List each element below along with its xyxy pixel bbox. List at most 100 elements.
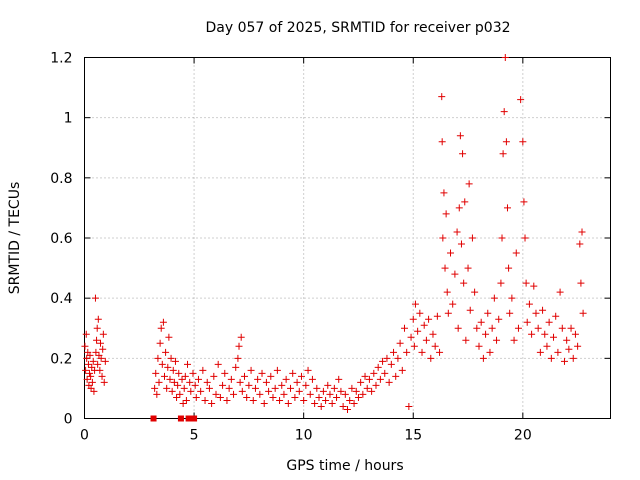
data-point — [370, 369, 378, 377]
data-point — [168, 387, 176, 395]
data-point — [497, 279, 505, 287]
data-point — [256, 390, 264, 398]
data-point — [330, 384, 338, 392]
data-point — [438, 93, 446, 101]
data-point — [280, 390, 288, 398]
data-point — [456, 132, 464, 140]
data-point — [152, 369, 160, 377]
data-point — [302, 381, 310, 389]
data-point — [525, 300, 533, 308]
data-point — [151, 384, 159, 392]
data-point — [191, 415, 198, 422]
data-point — [493, 336, 501, 344]
data-point — [453, 228, 461, 236]
data-point — [157, 324, 165, 332]
data-point — [339, 402, 347, 410]
data-point — [269, 393, 277, 401]
data-point — [182, 396, 190, 404]
y-axis-label: SRMTID / TECUs — [7, 182, 23, 295]
data-point — [528, 330, 536, 338]
data-point — [449, 300, 457, 308]
data-point — [436, 348, 444, 356]
data-point — [361, 372, 369, 380]
data-point — [506, 309, 514, 317]
data-point — [348, 384, 356, 392]
data-point — [313, 384, 321, 392]
data-point — [81, 342, 89, 350]
data-point — [471, 288, 479, 296]
data-point — [390, 348, 398, 356]
data-point — [265, 387, 273, 395]
data-point — [333, 393, 341, 401]
data-point — [185, 415, 192, 422]
data-point — [173, 393, 181, 401]
data-point — [425, 315, 433, 323]
data-point — [186, 378, 194, 386]
y-tick-label: 1.2 — [50, 51, 72, 67]
data-point — [101, 357, 109, 365]
data-point — [414, 327, 422, 335]
data-point — [394, 354, 402, 362]
data-point — [569, 354, 577, 362]
data-point — [162, 348, 170, 356]
data-point — [249, 396, 257, 404]
data-point — [90, 387, 98, 395]
data-point — [282, 375, 290, 383]
y-tick-label: 0.6 — [50, 231, 72, 247]
data-point — [177, 415, 184, 422]
data-point — [550, 333, 558, 341]
y-tick-label: 1 — [64, 111, 73, 127]
data-point — [505, 264, 513, 272]
data-point — [381, 369, 389, 377]
data-point — [287, 384, 295, 392]
data-point — [416, 309, 424, 317]
data-point — [405, 402, 413, 410]
data-point — [227, 375, 235, 383]
data-point — [454, 324, 462, 332]
data-point — [466, 306, 474, 314]
data-point — [225, 384, 233, 392]
data-point — [91, 294, 99, 302]
data-point — [178, 375, 186, 383]
data-point — [475, 342, 483, 350]
data-point — [158, 360, 166, 368]
x-tick-label: 10 — [295, 428, 313, 444]
data-point — [576, 240, 584, 248]
data-point — [441, 264, 449, 272]
data-point — [346, 396, 354, 404]
data-point — [212, 390, 220, 398]
data-point — [221, 369, 229, 377]
data-point — [427, 354, 435, 362]
data-point — [547, 354, 555, 362]
data-point — [501, 54, 509, 61]
data-point — [433, 312, 441, 320]
data-point — [418, 348, 426, 356]
data-point — [216, 393, 224, 401]
data-point — [411, 300, 419, 308]
x-axis-label: GPS time / hours — [286, 458, 403, 474]
data-point — [440, 189, 448, 197]
data-point — [96, 339, 104, 347]
data-point — [160, 372, 168, 380]
data-point — [374, 363, 382, 371]
data-point — [403, 348, 411, 356]
data-point — [322, 396, 330, 404]
data-point — [328, 399, 336, 407]
data-point — [457, 240, 465, 248]
data-point — [92, 348, 100, 356]
data-point — [88, 363, 96, 371]
data-point — [289, 369, 297, 377]
data-point — [442, 210, 450, 218]
data-point — [284, 399, 292, 407]
data-point — [194, 375, 202, 383]
data-point — [83, 375, 91, 383]
data-point — [86, 369, 94, 377]
data-point — [293, 378, 301, 386]
data-point — [153, 390, 161, 398]
data-point — [232, 363, 240, 371]
data-point — [205, 384, 213, 392]
data-point — [89, 357, 97, 365]
data-point — [86, 351, 94, 359]
data-point — [473, 324, 481, 332]
